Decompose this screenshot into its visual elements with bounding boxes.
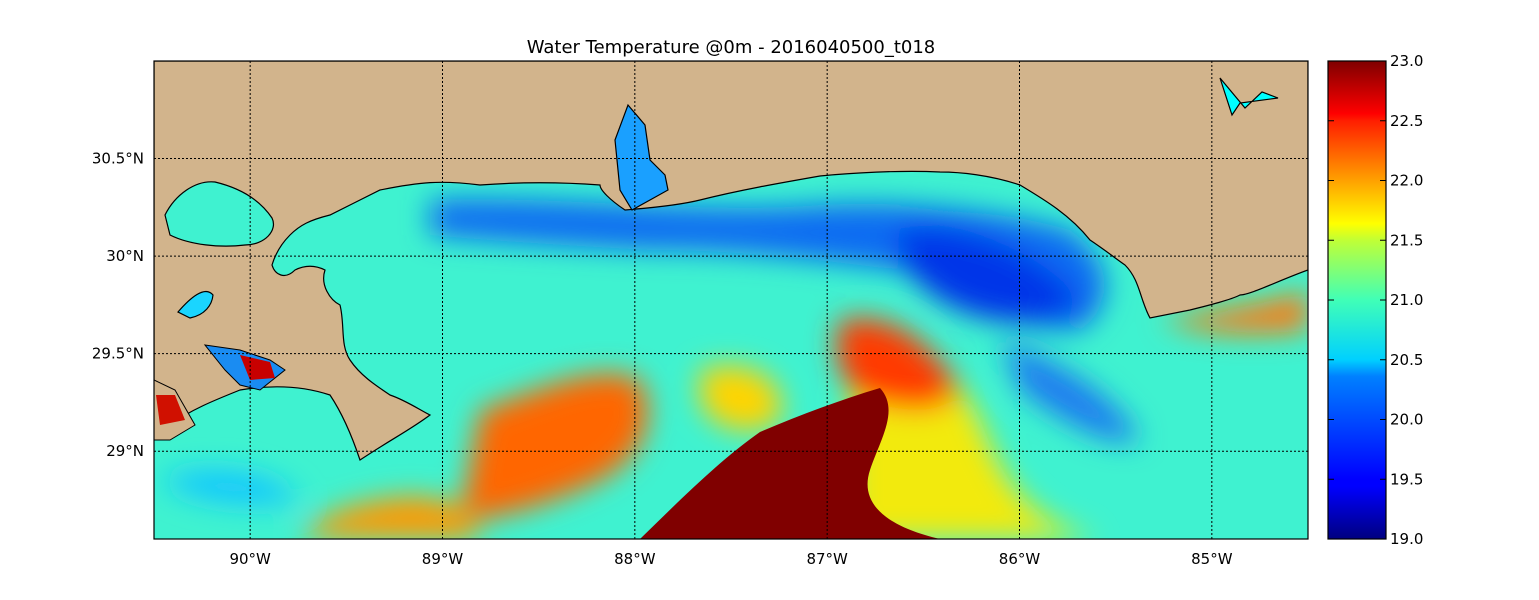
graticule — [154, 61, 1308, 539]
x-tick-label: 90°W — [229, 550, 271, 568]
colorbar-tick-label: 21.0 — [1390, 291, 1423, 309]
colorbar-tick-label: 19.5 — [1390, 470, 1423, 488]
colorbar-tick-label: 22.0 — [1390, 172, 1423, 190]
colorbar-tick-label: 20.5 — [1390, 351, 1423, 369]
x-tick-label: 85°W — [1191, 550, 1233, 568]
x-tick-label: 89°W — [422, 550, 464, 568]
lake-north — [1219, 77, 1279, 117]
mobile-bay — [614, 103, 669, 211]
warm-core — [640, 388, 940, 539]
y-tick-label: 30°N — [106, 247, 144, 265]
land-mass — [154, 61, 1308, 461]
lake-maurepas — [177, 290, 214, 319]
map-frame — [153, 60, 1309, 540]
colorbar-tick-label: 20.0 — [1390, 411, 1423, 429]
x-tick-label: 86°W — [999, 550, 1041, 568]
y-tick-label: 29.5°N — [92, 345, 144, 363]
y-tick-label: 29°N — [106, 442, 144, 460]
lake-pontchartrain — [164, 181, 274, 247]
coast-marsh-red — [240, 355, 275, 380]
colorbar-tick-label: 21.5 — [1390, 231, 1423, 249]
colorbar-tick-label: 23.0 — [1390, 52, 1423, 70]
x-tick-label: 88°W — [614, 550, 656, 568]
x-tick-labels: 90°W 89°W 88°W 87°W 86°W 85°W — [229, 550, 1232, 568]
map-area — [154, 61, 1308, 539]
y-tick-labels: 30.5°N 30°N 29.5°N 29°N — [92, 150, 144, 461]
colorbar — [1327, 60, 1387, 540]
y-tick-label: 30.5°N — [92, 150, 144, 168]
colorbar-ticks: 19.0 19.5 20.0 20.5 21.0 21.5 22.0 22.5 23.0 — [1328, 52, 1423, 548]
x-tick-label: 87°W — [806, 550, 848, 568]
colorbar-tick-label: 22.5 — [1390, 112, 1423, 130]
map-title: Water Temperature @0m - 2016040500_t018 — [527, 37, 936, 58]
delta-south-warm — [156, 395, 185, 425]
colorbar-tick-label: 19.0 — [1390, 530, 1423, 548]
